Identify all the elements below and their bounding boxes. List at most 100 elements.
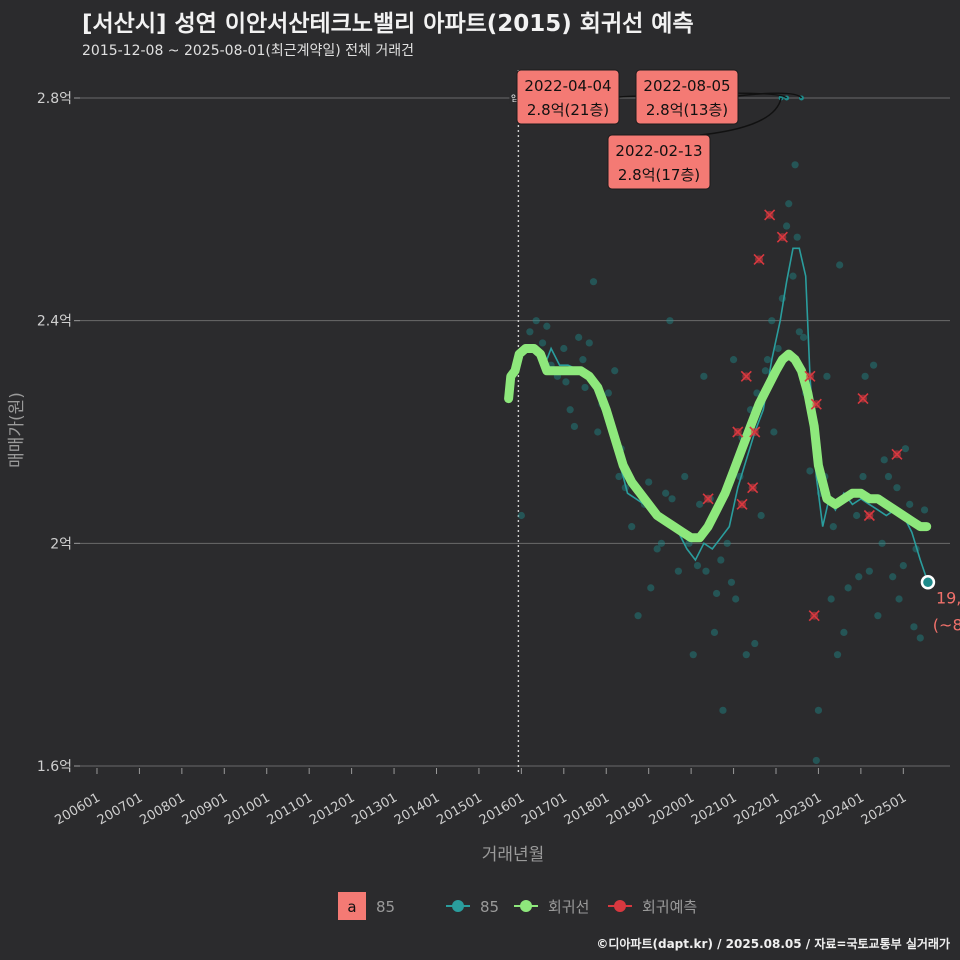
trade-points [517,161,929,765]
trade-point [526,328,534,336]
trade-point [861,372,869,380]
trade-point [757,511,765,520]
trade-point [657,539,666,547]
trade-point [874,612,882,620]
x-tick-label: 201201 [307,790,357,828]
trade-point [575,333,583,341]
endpoint-count-label: 19,356 [936,588,960,607]
source-credit: ©디아파트(dapt.kr) / 2025.08.05 / 자료=국토교통부 실… [596,937,950,951]
x-tick-label: 200701 [95,790,145,828]
trade-point [865,567,873,575]
prediction-point [753,253,765,265]
trade-point [570,422,579,431]
y-tick-label: 1.6억 [37,759,72,775]
trade-point [783,222,791,230]
prediction-point [764,209,776,221]
annotation-price: 2.8억(13층) [646,101,728,119]
trade-point [893,484,901,492]
trade-point [870,361,878,369]
trade-point [696,500,704,508]
prediction-cross [857,393,869,405]
y-tick-label: 2.8억 [37,91,72,107]
trade-point [732,595,740,603]
trade-point [844,584,852,592]
trade-point [662,489,670,497]
trade-point [717,556,725,564]
trade-point [604,389,612,397]
annotation-date: 2022-04-04 [524,77,611,95]
x-tick-label: 201301 [350,790,400,828]
trade-point [581,383,589,392]
prediction-cross [702,493,714,505]
annotation-box [635,69,739,125]
trade-point [791,161,799,169]
x-tick-label: 201601 [477,790,527,828]
prediction-cross [740,370,752,382]
prediction-cross [804,370,816,382]
prediction-point [702,493,714,505]
trade-point [566,406,574,414]
legend-item-label: 85 [480,898,499,916]
trade-point [774,344,782,353]
prediction-cross [810,398,822,410]
x-tick-label: 202301 [774,790,824,828]
trade-point [753,389,761,397]
prediction-point [732,426,744,438]
x-tick-label: 201401 [392,790,442,828]
trade-point [517,511,525,520]
prediction-point [857,393,869,405]
annotation-price: 2.8억(21층) [527,101,609,119]
trade-point [560,344,568,353]
prediction-cross [808,610,820,622]
annotation-leader [727,92,803,99]
annotation-box [607,134,711,190]
prediction-point [740,370,752,382]
trade-point [768,317,776,325]
legend-swatch-dot [614,900,626,912]
trade-point [693,562,702,570]
x-tick-label: 200601 [52,790,102,828]
prediction-point [891,448,903,460]
prediction-point [776,231,788,243]
trade-point [812,756,820,765]
legend-item: 85 [446,898,499,916]
annotation-label: 2022-02-13 2.8억(17층) [607,134,711,190]
trade-point [562,378,570,386]
trade-point [901,445,910,453]
trade-point [840,628,848,637]
trade-point [806,467,814,475]
x-tick-label: 201701 [519,790,569,828]
trade-point [895,595,903,603]
legend: a 85 85 회귀선 회귀예측 [338,892,697,920]
prediction-point [747,482,759,494]
x-tick-label: 202401 [816,790,866,828]
legend-area-key [338,892,366,920]
trade-point [920,506,929,514]
trade-point [785,200,793,208]
axis-tick-labels: 1.6억2억2.4억2.8억20060120070120080120090120… [37,91,909,828]
trade-point [689,651,697,659]
trade-point [710,628,719,637]
x-tick-label: 202201 [732,790,782,828]
endpoint-dot [920,575,936,590]
prediction-cross [749,426,761,438]
trade-point [853,511,861,520]
trade-point [799,333,808,341]
trade-point [634,612,642,620]
trade-point [666,317,674,325]
trade-point [653,545,661,553]
legend-swatch-dot [520,900,532,912]
trade-point [674,567,682,575]
prediction-point [804,370,816,382]
trade-point [702,567,710,575]
prediction-cross [732,426,744,438]
trade-point [789,272,797,280]
trade-point [878,539,886,547]
trend-line [541,247,929,583]
trade-point [668,495,676,503]
trade-point [647,584,655,592]
trade-point [859,472,867,481]
trade-point [532,317,540,325]
trade-point [611,367,619,375]
